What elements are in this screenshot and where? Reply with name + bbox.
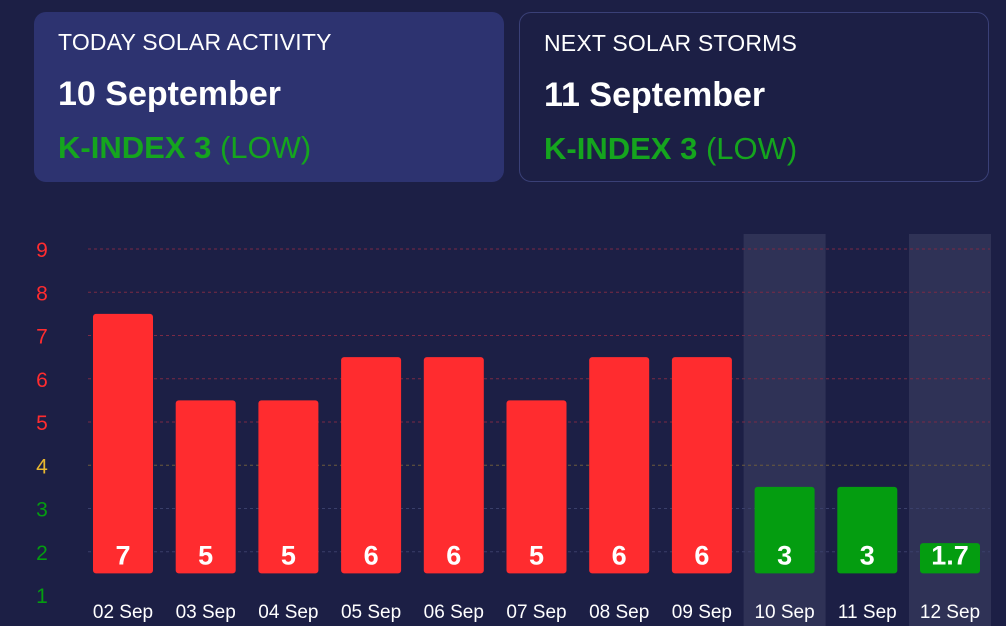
x-tick-label: 09 Sep	[672, 602, 732, 623]
x-tick-label: 11 Sep	[838, 602, 897, 623]
bar-value-label: 1.7	[931, 540, 969, 570]
today-k-index-label: K-INDEX 3	[58, 130, 212, 165]
y-tick-label: 8	[36, 282, 48, 305]
today-k-index-level: (LOW)	[219, 130, 312, 165]
bar-value-label: 6	[364, 540, 379, 570]
today-activity-card: TODAY SOLAR ACTIVITY 10 September K-INDE…	[34, 12, 504, 182]
next-k-index-label: K-INDEX 3	[544, 131, 698, 166]
bar	[423, 357, 484, 574]
bar-value-label: 5	[281, 540, 296, 570]
x-tick-label: 12 Sep	[920, 602, 980, 623]
x-tick-label: 08 Sep	[589, 602, 649, 623]
x-tick-label: 07 Sep	[506, 602, 566, 623]
bar	[920, 543, 980, 574]
y-tick-label: 2	[36, 542, 48, 565]
bar-value-label: 6	[694, 540, 709, 570]
y-tick-label: 6	[36, 369, 48, 392]
bar	[258, 400, 319, 574]
bar	[671, 357, 732, 574]
y-tick-label: 1	[36, 585, 48, 608]
y-tick-label: 4	[36, 455, 48, 478]
next-card-date: 11 September	[544, 76, 766, 114]
y-tick-label: 9	[36, 239, 48, 262]
next-k-index-level: (LOW)	[705, 131, 798, 166]
bar	[589, 357, 650, 574]
x-tick-label: 10 Sep	[754, 602, 814, 623]
today-card-title: TODAY SOLAR ACTIVITY	[58, 29, 332, 55]
bar	[506, 400, 567, 574]
x-tick-label: 04 Sep	[258, 602, 318, 623]
k-index-chart-svg: 1 2 3 4 5 6 7 8 9 7 02 Sep 5 03 Sep 5 04 Sep 6 05 Sep 6 06…	[36, 234, 991, 626]
x-tick-label: 05 Sep	[341, 602, 401, 623]
bar-value-label: 6	[612, 540, 627, 570]
bar-value-label: 5	[529, 540, 544, 570]
today-k-index: K-INDEX 3 (LOW)	[58, 130, 480, 166]
next-storms-card: NEXT SOLAR STORMS 11 September K-INDEX 3…	[519, 12, 989, 182]
bar-value-label: 5	[198, 540, 213, 570]
y-tick-label: 7	[36, 326, 48, 349]
y-tick-label: 3	[36, 499, 48, 522]
today-card-date: 10 September	[58, 75, 281, 113]
x-tick-label: 02 Sep	[93, 602, 153, 623]
bar	[175, 400, 236, 574]
bar-value-label: 7	[115, 540, 130, 570]
bar	[341, 357, 402, 574]
bar	[93, 313, 153, 574]
y-tick-label: 5	[36, 412, 48, 435]
next-k-index: K-INDEX 3 (LOW)	[544, 131, 964, 167]
bar-value-label: 3	[860, 540, 875, 570]
bar	[837, 486, 898, 574]
bar-value-label: 3	[777, 540, 792, 570]
x-tick-label: 06 Sep	[424, 602, 484, 623]
bar-value-label: 6	[446, 540, 461, 570]
x-tick-label: 03 Sep	[176, 602, 236, 623]
k-index-bar-chart: 1 2 3 4 5 6 7 8 9 7 02 Sep 5 03 Sep 5 04 Sep 6 05 Sep 6 06…	[0, 220, 1006, 626]
next-card-title: NEXT SOLAR STORMS	[544, 30, 798, 56]
bar	[754, 486, 815, 574]
